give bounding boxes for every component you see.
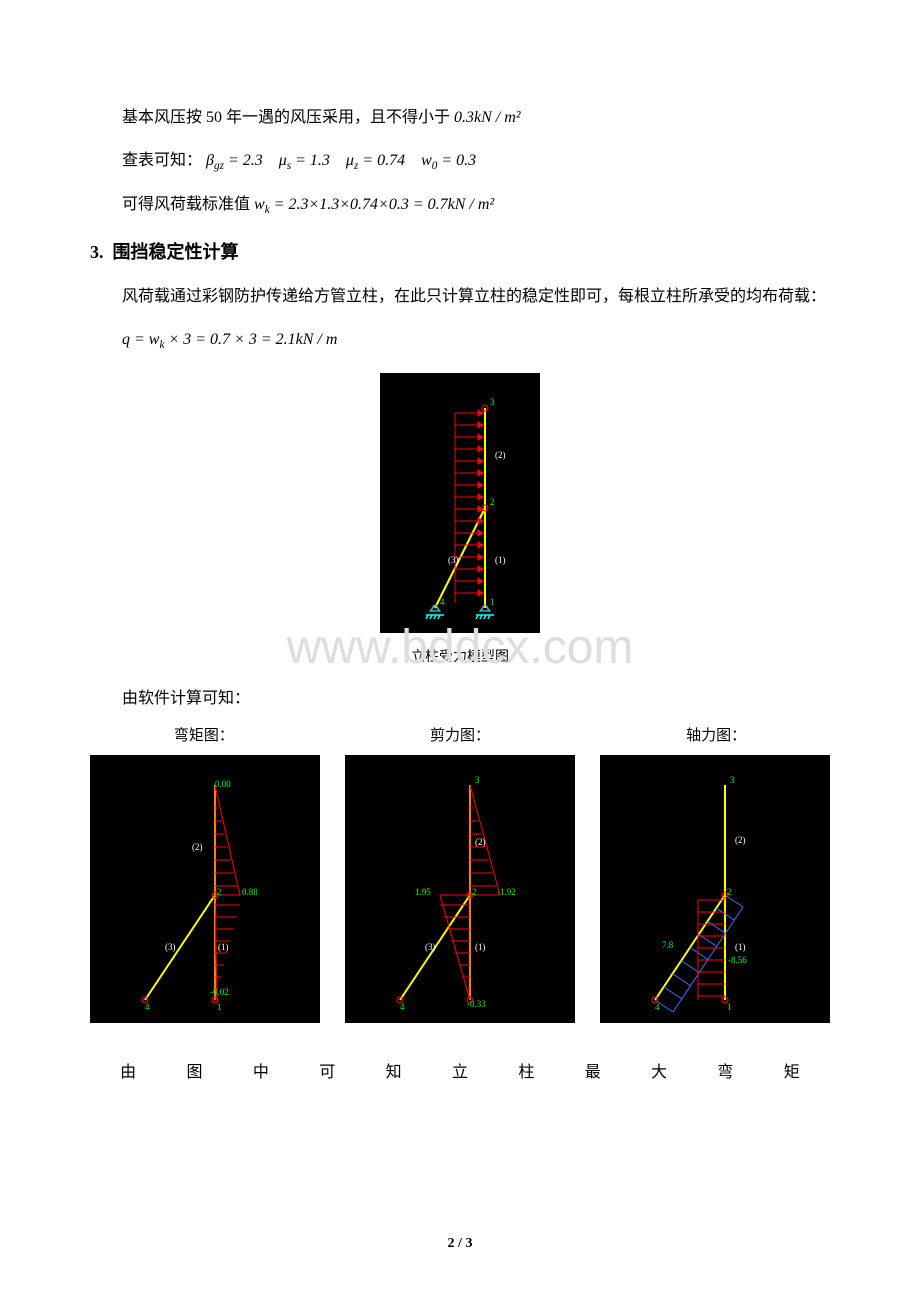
- svg-text:2: 2: [217, 887, 222, 897]
- conclusion-line: 由图中可知立柱最大弯矩: [90, 1058, 830, 1082]
- text-line1-prefix: 基本风压按 50 年一遇的风压采用，且不得小于: [122, 109, 450, 126]
- svg-text:2: 2: [727, 887, 732, 897]
- formula-w0: w0 = 0.3: [421, 152, 476, 169]
- svg-text:0.00: 0.00: [215, 779, 231, 789]
- svg-text:(1): (1): [735, 942, 746, 952]
- main-diagram-container: 1 2 3 4 (1) (2) (3) 立柱受力模型图: [90, 373, 830, 666]
- svg-text:-0.33: -0.33: [467, 999, 486, 1009]
- svg-text:2: 2: [490, 497, 495, 507]
- label-shear: 剪力图：: [318, 724, 603, 745]
- label-moment: 弯矩图：: [90, 724, 318, 745]
- svg-text:1: 1: [490, 597, 495, 607]
- svg-text:1.95: 1.95: [415, 887, 431, 897]
- svg-text:(2): (2): [475, 837, 486, 847]
- svg-text:2: 2: [472, 887, 477, 897]
- svg-text:-1.92: -1.92: [497, 887, 516, 897]
- formula-wk: wk = 2.3×1.3×0.74×0.3 = 0.7kN / m²: [254, 196, 494, 213]
- label-axial: 轴力图：: [602, 724, 830, 745]
- shear-diagram: 1.95 -1.92 -0.33 (2) (1) (3) 3 2 4: [345, 755, 575, 1023]
- svg-text:1: 1: [217, 1002, 222, 1012]
- page-number: 2 / 3: [448, 1236, 473, 1252]
- formula-line1: 0.3kN / m²: [454, 109, 521, 126]
- svg-text:4: 4: [400, 1002, 405, 1012]
- diagram-labels-row: 弯矩图： 剪力图： 轴力图：: [90, 724, 830, 745]
- svg-text:4: 4: [655, 1002, 660, 1012]
- calc-text: 由软件计算可知：: [90, 681, 830, 716]
- svg-text:(3): (3): [448, 555, 459, 565]
- text-line2-prefix: 查表可知：: [122, 152, 202, 169]
- formula-q: q = wk × 3 = 0.7 × 3 = 2.1kN / m: [90, 322, 830, 358]
- main-diagram-caption: 立柱受力模型图: [90, 646, 830, 666]
- svg-text:(2): (2): [495, 450, 506, 460]
- paragraph-line3: 可得风荷载标准值 wk = 2.3×1.3×0.74×0.3 = 0.7kN /…: [90, 187, 830, 223]
- svg-text:-8.56: -8.56: [728, 955, 747, 965]
- svg-text:(2): (2): [192, 842, 203, 852]
- svg-text:(1): (1): [218, 942, 229, 952]
- svg-text:0.88: 0.88: [242, 887, 258, 897]
- svg-text:(1): (1): [475, 942, 486, 952]
- svg-text:4: 4: [440, 597, 445, 607]
- svg-text:(3): (3): [165, 942, 176, 952]
- svg-text:3: 3: [475, 775, 480, 785]
- section-title: 3. 围挡稳定性计算: [90, 238, 830, 264]
- formula-mu-z: μz = 0.74: [346, 152, 409, 169]
- main-diagram: 1 2 3 4 (1) (2) (3): [380, 373, 540, 633]
- svg-text:(1): (1): [495, 555, 506, 565]
- moment-diagram: 0.00 0.88 -0.02 (2) (1) (3) 1 2 4: [90, 755, 320, 1023]
- svg-text:-0.02: -0.02: [210, 987, 229, 997]
- text-line3-prefix: 可得风荷载标准值: [122, 196, 250, 213]
- svg-text:3: 3: [490, 397, 495, 407]
- formula-mu-s: μs = 1.3: [279, 152, 334, 169]
- paragraph-2: 风荷载通过彩钢防护传递给方管立柱，在此只计算立柱的稳定性即可，每根立柱所承受的均…: [90, 279, 830, 314]
- paragraph-line2: 查表可知： βgz = 2.3 μs = 1.3 μz = 0.74 w0 = …: [90, 143, 830, 179]
- three-diagrams-row: 0.00 0.88 -0.02 (2) (1) (3) 1 2 4 1.95 -1.92 -0.33…: [90, 755, 830, 1023]
- axial-diagram: -8.56 7.8 (2) (1) 3 2 1 4: [600, 755, 830, 1023]
- svg-text:4: 4: [145, 1002, 150, 1012]
- paragraph-line1: 基本风压按 50 年一遇的风压采用，且不得小于 0.3kN / m²: [90, 100, 830, 135]
- svg-text:7.8: 7.8: [662, 940, 674, 950]
- svg-text:(3): (3): [425, 942, 436, 952]
- svg-text:3: 3: [730, 775, 735, 785]
- formula-beta: βgz = 2.3: [206, 152, 267, 169]
- svg-text:(2): (2): [735, 835, 746, 845]
- svg-text:1: 1: [727, 1002, 732, 1012]
